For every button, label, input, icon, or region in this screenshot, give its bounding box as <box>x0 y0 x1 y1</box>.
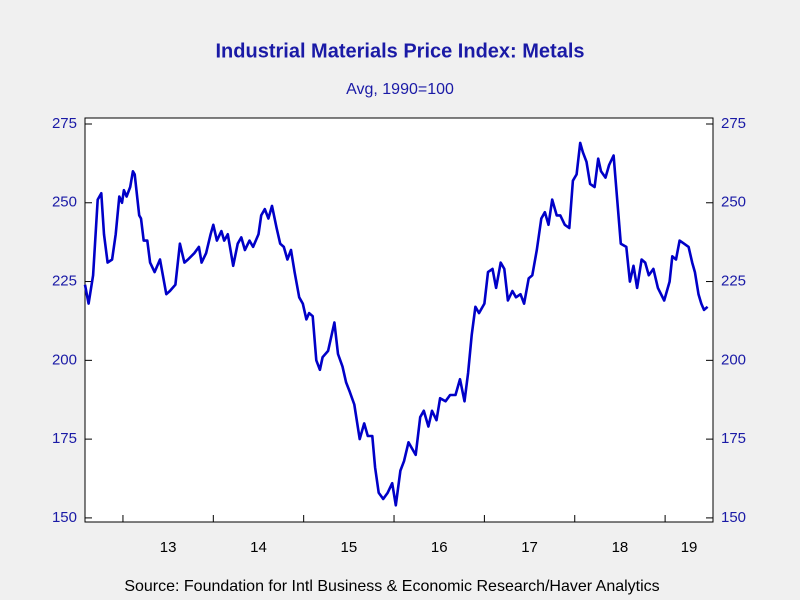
chart-subtitle: Avg, 1990=100 <box>346 81 454 98</box>
y-tick-label: 275 <box>52 115 77 132</box>
y-tick-label: 150 <box>52 509 77 526</box>
y-tick-label: 250 <box>52 194 77 211</box>
x-tick-label: 19 <box>681 539 698 556</box>
y2-tick-label: 275 <box>721 115 746 132</box>
y2-tick-label: 150 <box>721 509 746 526</box>
x-tick-label: 18 <box>612 539 629 556</box>
x-tick-label: 15 <box>341 539 358 556</box>
y2-tick-label: 225 <box>721 273 746 290</box>
y-tick-label: 225 <box>52 273 77 290</box>
data-line <box>83 141 709 507</box>
y2-tick-label: 200 <box>721 351 746 368</box>
y2-tick-label: 175 <box>721 430 746 447</box>
y-tick-label: 200 <box>52 351 77 368</box>
x-tick-label: 13 <box>160 539 177 556</box>
source-note: Source: Foundation for Intl Business & E… <box>124 578 659 595</box>
y-tick-label: 175 <box>52 430 77 447</box>
x-tick-label: 17 <box>521 539 538 556</box>
y2-tick-label: 250 <box>721 194 746 211</box>
plot-area <box>84 117 714 523</box>
chart-title: Industrial Materials Price Index: Metals <box>215 40 584 62</box>
x-tick-label: 14 <box>250 539 267 556</box>
x-tick-label: 16 <box>431 539 448 556</box>
